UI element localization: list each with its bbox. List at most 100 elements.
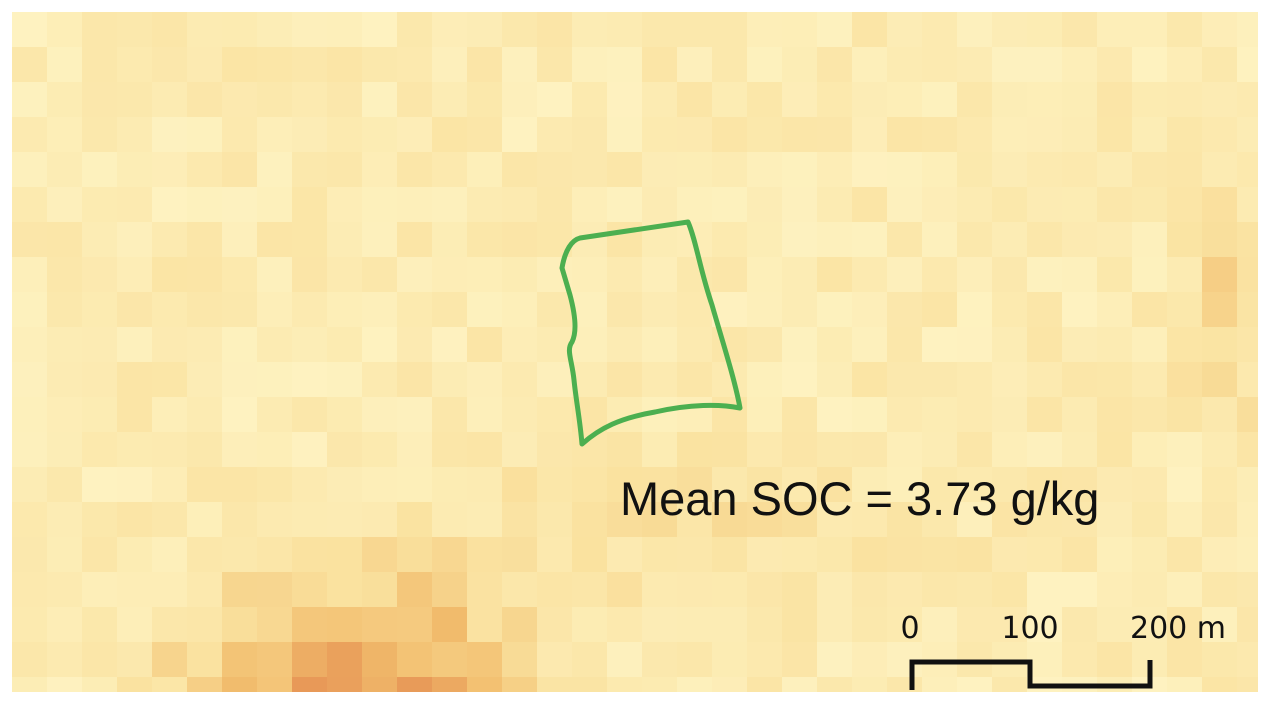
raster-cell xyxy=(642,257,677,292)
raster-cell xyxy=(117,537,152,572)
raster-cell xyxy=(1237,362,1258,397)
raster-cell xyxy=(992,327,1027,362)
raster-cell xyxy=(572,117,607,152)
raster-cell xyxy=(257,502,292,537)
raster-cell xyxy=(432,432,467,467)
raster-cell xyxy=(537,677,572,692)
raster-cell xyxy=(1097,502,1132,537)
raster-cell xyxy=(187,12,222,47)
raster-cell xyxy=(327,257,362,292)
raster-cell xyxy=(292,117,327,152)
raster-cell xyxy=(187,117,222,152)
raster-cell xyxy=(992,397,1027,432)
raster-cell xyxy=(782,117,817,152)
raster-cell xyxy=(537,82,572,117)
raster-cell xyxy=(817,642,852,677)
raster-cell xyxy=(222,82,257,117)
raster-cell xyxy=(47,82,82,117)
raster-cell xyxy=(922,117,957,152)
raster-cell xyxy=(1097,152,1132,187)
raster-cell xyxy=(1202,257,1237,292)
raster-cell xyxy=(1062,292,1097,327)
raster-cell xyxy=(257,537,292,572)
raster-cell xyxy=(257,117,292,152)
raster-cell xyxy=(922,222,957,257)
raster-cell xyxy=(152,117,187,152)
raster-cell xyxy=(82,537,117,572)
raster-cell xyxy=(47,677,82,692)
raster-cell xyxy=(887,117,922,152)
raster-cell xyxy=(1097,257,1132,292)
raster-cell xyxy=(922,257,957,292)
raster-cell xyxy=(607,292,642,327)
raster-cell xyxy=(362,292,397,327)
raster-cell xyxy=(1132,152,1167,187)
raster-cell xyxy=(817,397,852,432)
raster-cell xyxy=(1132,117,1167,152)
raster-cell xyxy=(502,117,537,152)
raster-cell xyxy=(1097,432,1132,467)
raster-cell xyxy=(467,327,502,362)
raster-cell xyxy=(362,642,397,677)
raster-cell xyxy=(362,12,397,47)
raster-cell xyxy=(1062,82,1097,117)
raster-cell xyxy=(607,537,642,572)
raster-cell xyxy=(432,12,467,47)
raster-cell xyxy=(397,327,432,362)
raster-cell xyxy=(1237,432,1258,467)
raster-cell xyxy=(327,47,362,82)
raster-cell xyxy=(397,117,432,152)
raster-cell xyxy=(887,292,922,327)
raster-cell xyxy=(292,292,327,327)
raster-cell xyxy=(1097,187,1132,222)
raster-cell xyxy=(82,327,117,362)
raster-cell xyxy=(327,607,362,642)
raster-cell xyxy=(537,12,572,47)
raster-cell xyxy=(502,607,537,642)
raster-cell xyxy=(747,222,782,257)
raster-cell xyxy=(1202,502,1237,537)
raster-cell xyxy=(467,467,502,502)
raster-cell xyxy=(1237,467,1258,502)
raster-cell xyxy=(1167,467,1202,502)
raster-cell xyxy=(782,642,817,677)
raster-cell xyxy=(607,82,642,117)
raster-cell xyxy=(257,432,292,467)
raster-cell xyxy=(642,117,677,152)
raster-cell xyxy=(397,642,432,677)
raster-cell xyxy=(747,572,782,607)
raster-cell xyxy=(292,432,327,467)
raster-cell xyxy=(1237,47,1258,82)
raster-cell xyxy=(327,397,362,432)
annotation: Mean SOC = 3.73 g/kg xyxy=(620,472,1099,525)
raster-cell xyxy=(712,117,747,152)
raster-cell xyxy=(502,152,537,187)
raster-cell xyxy=(852,257,887,292)
raster-cell xyxy=(152,502,187,537)
raster-cell xyxy=(572,572,607,607)
raster-cell xyxy=(747,187,782,222)
raster-cell xyxy=(537,47,572,82)
raster-cell xyxy=(152,607,187,642)
raster-cell xyxy=(1062,397,1097,432)
raster-cell xyxy=(467,47,502,82)
raster-cell xyxy=(817,152,852,187)
raster-cell xyxy=(47,117,82,152)
raster-cell xyxy=(1237,292,1258,327)
raster-cell xyxy=(922,537,957,572)
raster-cell xyxy=(677,327,712,362)
raster-cell xyxy=(502,47,537,82)
raster-cell xyxy=(502,82,537,117)
raster-cell xyxy=(47,187,82,222)
raster-cell xyxy=(12,82,47,117)
raster-cell xyxy=(607,257,642,292)
raster-cell xyxy=(467,152,502,187)
raster-cell xyxy=(747,362,782,397)
raster-cell xyxy=(222,117,257,152)
raster-cell xyxy=(1062,257,1097,292)
raster-cell xyxy=(1132,257,1167,292)
raster-cell xyxy=(502,677,537,692)
raster-cell xyxy=(747,537,782,572)
raster-cell xyxy=(887,152,922,187)
raster-cell xyxy=(747,642,782,677)
